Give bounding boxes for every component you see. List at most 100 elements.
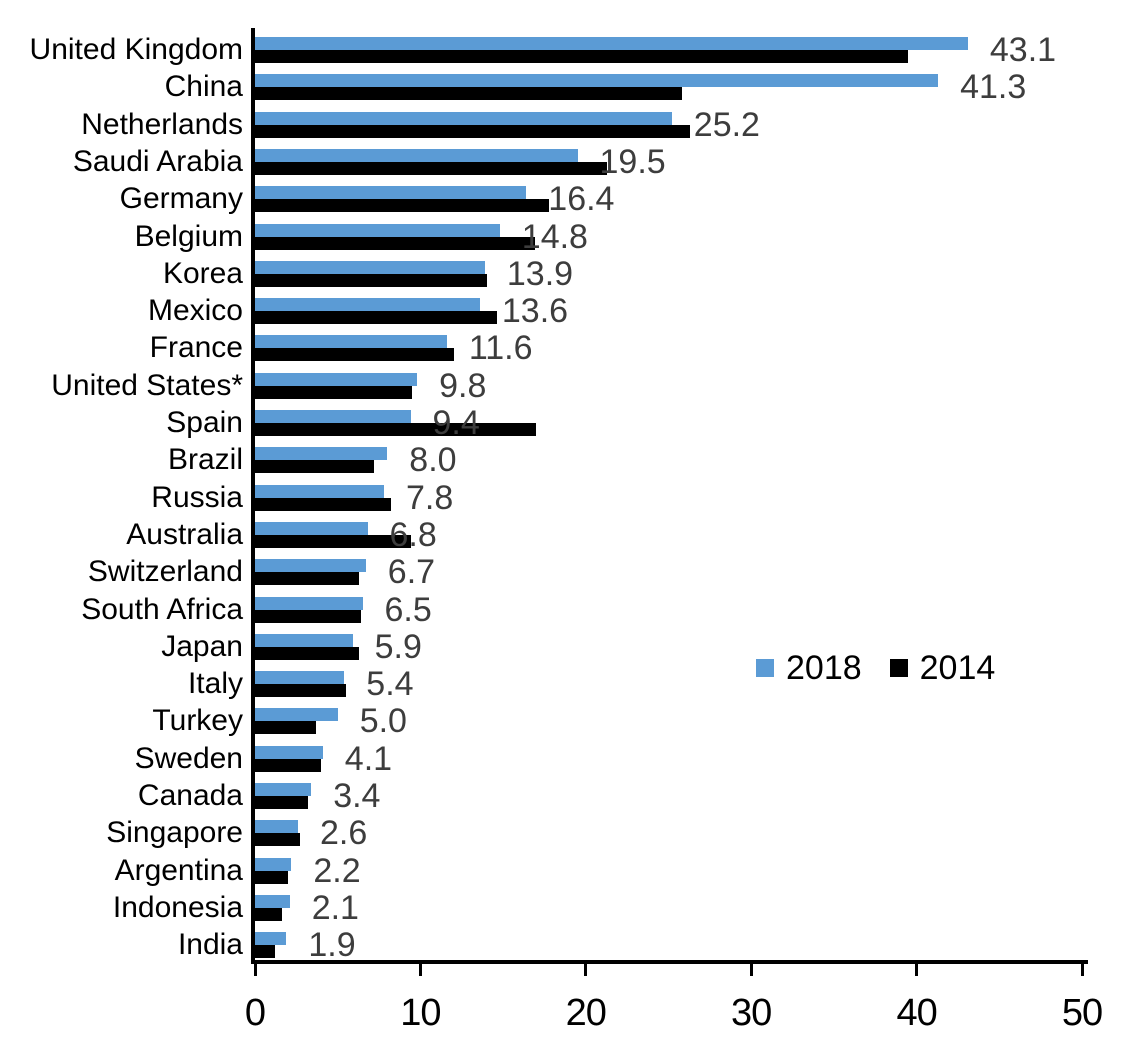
bar-2018 bbox=[255, 223, 500, 237]
bar-2014 bbox=[255, 497, 391, 511]
value-label: 6.5 bbox=[384, 590, 432, 629]
bar-2018 bbox=[255, 745, 323, 759]
value-label: 9.4 bbox=[432, 404, 480, 442]
category-label: Australia bbox=[126, 517, 243, 551]
x-tick-label: 20 bbox=[565, 992, 607, 1034]
value-label: 16.4 bbox=[548, 180, 615, 219]
value-label: 3.4 bbox=[333, 777, 381, 815]
bar-2014 bbox=[255, 833, 300, 847]
x-tick-mark bbox=[749, 964, 753, 976]
bar-2014 bbox=[255, 609, 361, 623]
bar-2014 bbox=[255, 385, 413, 399]
bar-2018 bbox=[255, 783, 312, 796]
x-tick-mark bbox=[1080, 964, 1084, 976]
bar-2018 bbox=[255, 111, 672, 125]
value-label: 5.4 bbox=[366, 665, 414, 704]
bar-2018 bbox=[255, 671, 345, 685]
category-label: United States* bbox=[51, 368, 243, 402]
bar-2014 bbox=[255, 870, 289, 884]
bar-2018 bbox=[255, 932, 287, 946]
bar-2018 bbox=[255, 708, 338, 722]
bar-2014 bbox=[255, 161, 608, 175]
bar-2014 bbox=[255, 236, 535, 250]
category-label: Italy bbox=[187, 667, 243, 701]
value-label: 6.8 bbox=[389, 515, 437, 554]
legend-swatch-2018 bbox=[756, 659, 774, 677]
bar-2014 bbox=[255, 460, 375, 474]
value-label: 6.7 bbox=[387, 553, 436, 592]
category-label: Germany bbox=[119, 182, 243, 216]
bar-2014 bbox=[255, 50, 909, 63]
value-label: 2.6 bbox=[320, 814, 368, 853]
category-label: China bbox=[164, 70, 243, 104]
bar-2018 bbox=[255, 186, 527, 200]
bar-2018 bbox=[255, 857, 292, 871]
legend: 2018 2014 bbox=[756, 649, 995, 687]
bar-2014 bbox=[255, 423, 537, 436]
bar-2018 bbox=[255, 298, 480, 312]
category-label: South Africa bbox=[81, 592, 243, 626]
bar-2014 bbox=[255, 796, 308, 809]
bar-2014 bbox=[255, 273, 487, 287]
bar-2014 bbox=[255, 572, 360, 586]
value-label: 2.1 bbox=[311, 888, 359, 927]
value-label: 7.8 bbox=[406, 478, 454, 517]
bar-2018 bbox=[255, 521, 368, 535]
bar-2018 bbox=[255, 559, 366, 573]
legend-label-2018: 2018 bbox=[786, 649, 862, 687]
value-label: 13.9 bbox=[506, 254, 574, 293]
bar-2018 bbox=[255, 820, 298, 834]
bar-2018 bbox=[255, 894, 290, 908]
value-label: 19.5 bbox=[599, 142, 666, 181]
category-label: France bbox=[149, 331, 243, 365]
bar-2014 bbox=[255, 87, 682, 101]
x-axis-line bbox=[251, 960, 1088, 964]
category-label: Russia bbox=[151, 480, 243, 514]
value-label: 43.1 bbox=[989, 31, 1057, 69]
x-tick-mark bbox=[418, 964, 422, 976]
category-label: Turkey bbox=[152, 704, 243, 738]
value-label: 25.2 bbox=[693, 105, 760, 144]
bar-2018 bbox=[255, 633, 353, 647]
x-tick-mark bbox=[253, 964, 257, 976]
value-label: 1.9 bbox=[308, 926, 356, 965]
x-tick-label: 10 bbox=[400, 992, 441, 1034]
category-label: Indonesia bbox=[112, 890, 243, 924]
x-tick-label: 50 bbox=[1061, 992, 1103, 1034]
bar-2014 bbox=[255, 684, 346, 698]
category-label: Mexico bbox=[147, 294, 243, 328]
category-label: Canada bbox=[137, 779, 243, 812]
category-label: Brazil bbox=[167, 443, 243, 477]
x-tick-label: 30 bbox=[731, 992, 772, 1034]
bar-2018 bbox=[255, 260, 485, 274]
category-label: Japan bbox=[161, 629, 243, 663]
bar-2018 bbox=[255, 596, 363, 610]
value-label: 14.8 bbox=[521, 217, 588, 256]
category-label: India bbox=[177, 928, 243, 962]
value-label: 13.6 bbox=[501, 292, 569, 331]
category-label: Singapore bbox=[106, 816, 243, 850]
category-label: Spain bbox=[166, 406, 243, 439]
bar-2014 bbox=[255, 199, 550, 213]
bar-2018 bbox=[255, 447, 388, 461]
bar-2014 bbox=[255, 534, 411, 548]
value-label: 8.0 bbox=[409, 441, 457, 480]
bar-2018 bbox=[255, 484, 384, 498]
category-label: Saudi Arabia bbox=[72, 144, 243, 178]
value-label: 41.3 bbox=[960, 68, 1027, 107]
legend-swatch-2014 bbox=[889, 659, 908, 677]
value-label: 5.0 bbox=[359, 702, 407, 741]
bar-2018 bbox=[255, 37, 968, 50]
bar-2014 bbox=[255, 646, 360, 660]
category-label: Switzerland bbox=[87, 555, 243, 589]
bar-2014 bbox=[255, 721, 317, 735]
bar-2018 bbox=[255, 148, 578, 162]
category-label: Korea bbox=[162, 256, 243, 290]
category-label: Netherlands bbox=[81, 107, 243, 141]
value-label: 9.8 bbox=[439, 366, 487, 405]
bar-2018 bbox=[255, 335, 447, 349]
value-label: 4.1 bbox=[344, 739, 393, 778]
x-tick-label: 0 bbox=[244, 992, 266, 1034]
x-tick-mark bbox=[584, 964, 588, 976]
